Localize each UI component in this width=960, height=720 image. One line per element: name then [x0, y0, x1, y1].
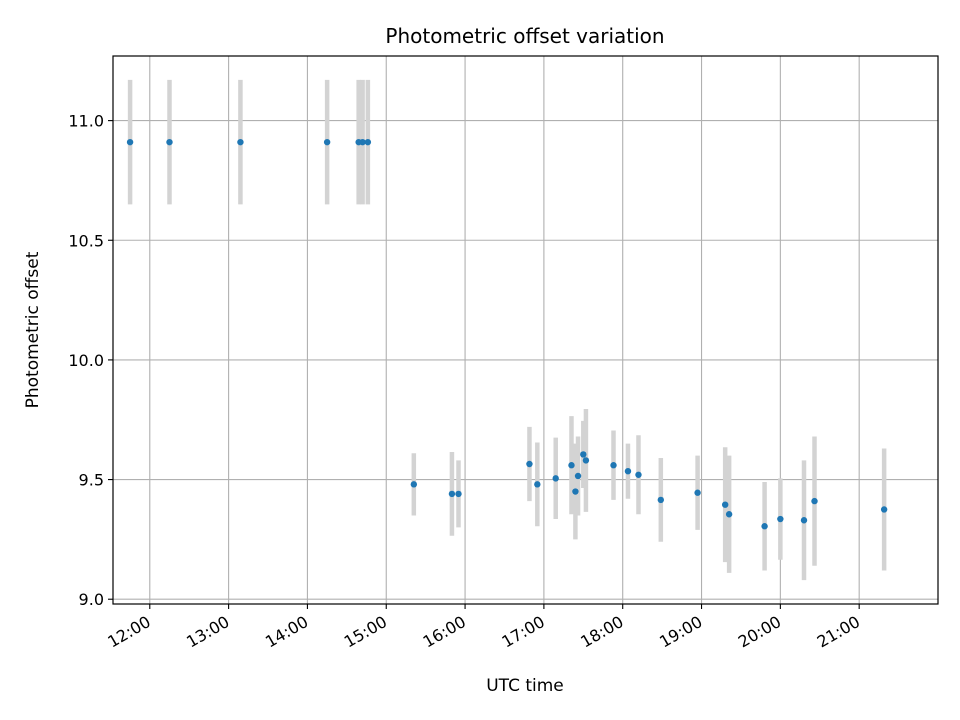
data-point — [777, 515, 784, 523]
data-point — [359, 138, 366, 146]
data-point — [811, 497, 818, 505]
data-point — [237, 138, 244, 146]
data-point — [552, 475, 559, 482]
y-tick-label: 10.0 — [68, 351, 104, 370]
data-point — [880, 506, 888, 513]
y-axis-label: Photometric offset — [23, 251, 43, 408]
data-point — [568, 462, 575, 469]
y-tick-label: 9.0 — [79, 590, 104, 609]
data-point — [364, 138, 372, 146]
data-point — [455, 490, 462, 498]
data-point — [725, 511, 733, 518]
chart-title: Photometric offset variation — [385, 24, 664, 48]
data-point — [657, 496, 665, 504]
data-point — [721, 501, 729, 508]
y-tick-label: 11.0 — [68, 112, 104, 131]
data-point — [526, 460, 533, 468]
x-axis-label: UTC time — [486, 676, 564, 696]
data-point — [610, 462, 617, 469]
data-point — [582, 457, 590, 464]
data-point — [534, 481, 541, 488]
data-point — [574, 472, 582, 480]
plot-area — [113, 56, 938, 604]
data-point — [410, 481, 418, 488]
y-tick-label: 9.5 — [79, 471, 104, 490]
data-points — [126, 138, 888, 530]
data-point — [126, 138, 134, 146]
y-axis-ticks: 9.0 9.5 10.0 10.5 11.0 — [68, 112, 113, 609]
data-point — [635, 471, 642, 478]
gridlines — [113, 56, 938, 604]
plot-frame — [112, 55, 939, 605]
data-point — [448, 490, 456, 498]
data-point — [580, 451, 587, 458]
data-point — [323, 138, 331, 146]
data-point — [761, 523, 768, 530]
data-point — [624, 467, 632, 475]
data-point — [166, 138, 173, 146]
y-tick-label: 10.5 — [68, 231, 104, 250]
data-point — [694, 489, 701, 496]
data-point — [572, 488, 579, 495]
data-point — [800, 517, 808, 524]
